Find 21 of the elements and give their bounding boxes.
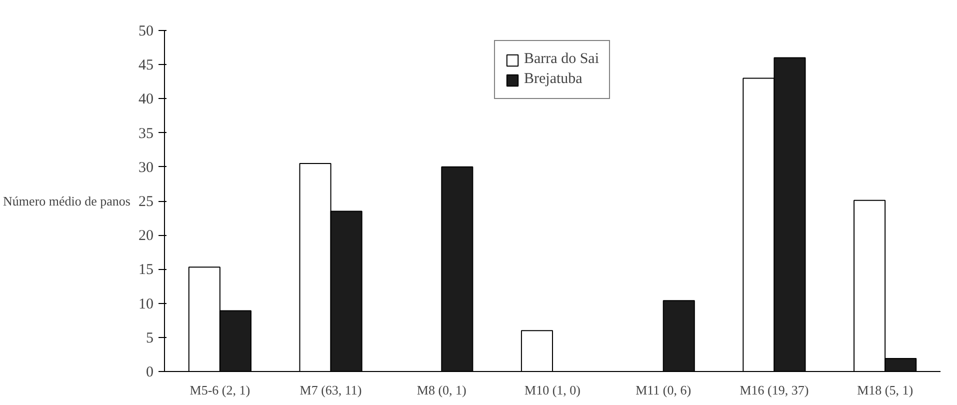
y-tick-label: 15 (138, 262, 154, 278)
legend-label: Barra do Sai (524, 51, 599, 68)
x-tick-label: M16 (19, 37) (740, 382, 809, 398)
y-tick-label: 45 (138, 58, 154, 74)
legend-label: Brejatuba (524, 71, 582, 88)
x-tick-label: M10 (1, 0) (524, 382, 580, 398)
y-tick-label: 0 (146, 364, 154, 380)
y-tick-label: 30 (138, 160, 154, 176)
x-tick-label: M7 (63, 11) (300, 382, 362, 398)
x-tick-label: M18 (5, 1) (857, 382, 914, 398)
y-tick-label: 40 (138, 92, 154, 108)
x-tick-label: M11 (0, 6) (636, 382, 692, 398)
y-tick-label: 25 (138, 194, 154, 210)
y-tick-label: 50 (138, 24, 154, 40)
y-tick-label: 10 (138, 296, 154, 312)
y-tick-label: 20 (138, 228, 154, 244)
x-tick-label: M5-6 (2, 1) (190, 382, 250, 398)
y-tick-label: 5 (146, 330, 154, 346)
y-tick-label: 35 (138, 126, 154, 142)
y-axis-title: Número médio de panos (3, 194, 131, 208)
x-tick-label: M8 (0, 1) (416, 382, 466, 398)
